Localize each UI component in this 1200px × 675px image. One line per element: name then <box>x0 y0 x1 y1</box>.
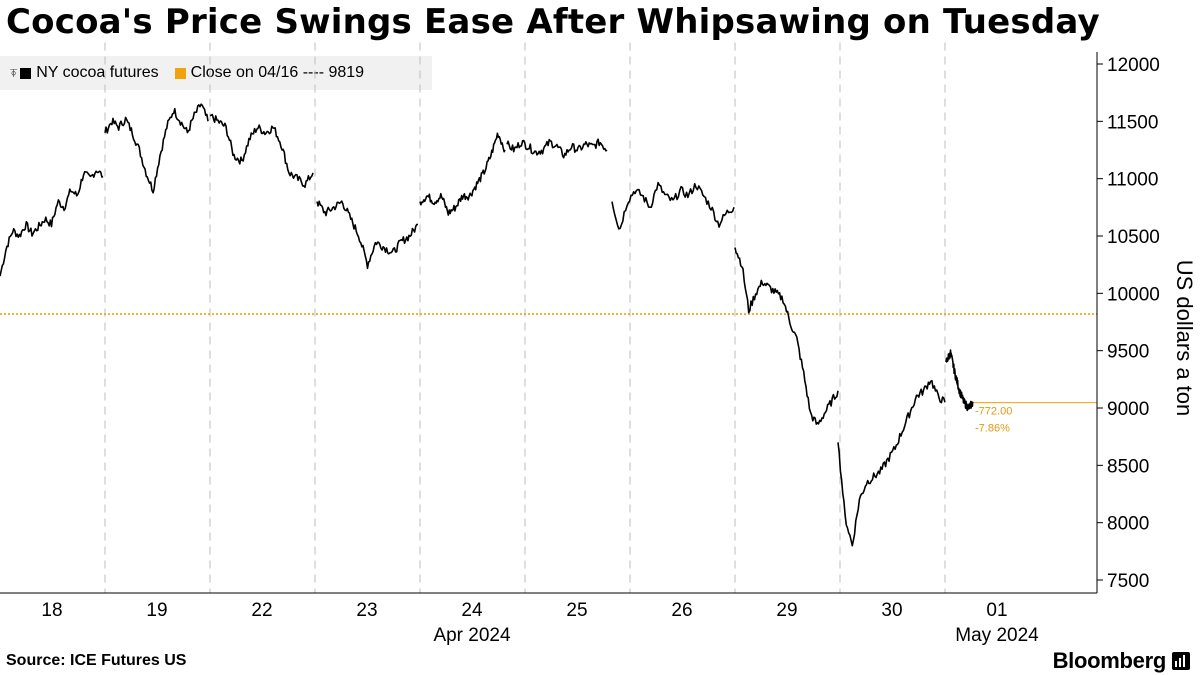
legend: ⍕ NY cocoa futures Close on 04/16 ---- 9… <box>0 56 432 90</box>
series-line-day-24 <box>419 132 506 216</box>
y-tick-label: 9000 <box>1107 399 1149 420</box>
bloomberg-terminal-icon <box>1172 652 1190 670</box>
annotation-change: -772.00 <box>975 406 1012 418</box>
legend-swatch-reference <box>174 67 186 79</box>
legend-item-reference: Close on 04/16 ---- 9819 <box>174 64 365 82</box>
x-month-label: May 2024 <box>955 625 1039 646</box>
x-tick-label: 01 <box>986 600 1007 621</box>
series-line-day-22 <box>209 113 314 189</box>
x-tick-label: 26 <box>671 600 692 621</box>
legend-item-series: ⍕ NY cocoa futures <box>10 64 159 82</box>
x-month-label: Apr 2024 <box>433 625 511 646</box>
source-note: Source: ICE Futures US <box>6 652 187 669</box>
series-line-day-29 <box>734 247 839 425</box>
legend-label-series: NY cocoa futures <box>36 64 159 81</box>
series-line-day-25 <box>506 138 608 159</box>
y-tick-label: 10000 <box>1107 284 1160 305</box>
y-tick-label: 8500 <box>1107 456 1149 477</box>
legend-label-reference: Close on 04/16 ---- 9819 <box>190 64 365 81</box>
y-tick-label: 9500 <box>1107 342 1149 363</box>
y-tick-label: 7500 <box>1107 571 1149 592</box>
series-line-day-01 <box>945 349 974 412</box>
y-tick-label: 11000 <box>1107 170 1158 191</box>
brand-wordmark: Bloomberg <box>1052 648 1167 673</box>
annotation-change-pct: -7.86% <box>975 423 1010 435</box>
x-tick-label: 29 <box>776 600 797 621</box>
ohlc-icon: ⍕ <box>10 65 18 80</box>
x-tick-label: 23 <box>356 600 377 621</box>
series-line-day-26 <box>611 181 735 230</box>
x-tick-label: 19 <box>146 600 167 621</box>
y-tick-label: 8000 <box>1107 514 1149 535</box>
x-tick-label: 24 <box>461 600 483 621</box>
x-tick-label: 18 <box>41 600 62 621</box>
y-tick-label: 12000 <box>1107 55 1160 76</box>
series-line-day-23 <box>316 200 419 270</box>
y-tick-label: 10500 <box>1107 227 1160 248</box>
series-line-day-19 <box>104 103 209 194</box>
x-tick-label: 22 <box>251 600 272 621</box>
brand-logo: Bloomberg <box>1053 648 1190 674</box>
series-line-day-30 <box>837 379 946 547</box>
x-tick-label: 30 <box>881 600 902 621</box>
chart-title: Cocoa's Price Swings Ease After Whipsawi… <box>6 2 1100 42</box>
series-line-day-18 <box>0 170 104 277</box>
legend-swatch-series <box>20 67 32 79</box>
x-tick-label: 25 <box>566 600 587 621</box>
y-axis-label: US dollars a ton <box>1172 260 1197 417</box>
y-tick-label: 11500 <box>1107 112 1158 133</box>
